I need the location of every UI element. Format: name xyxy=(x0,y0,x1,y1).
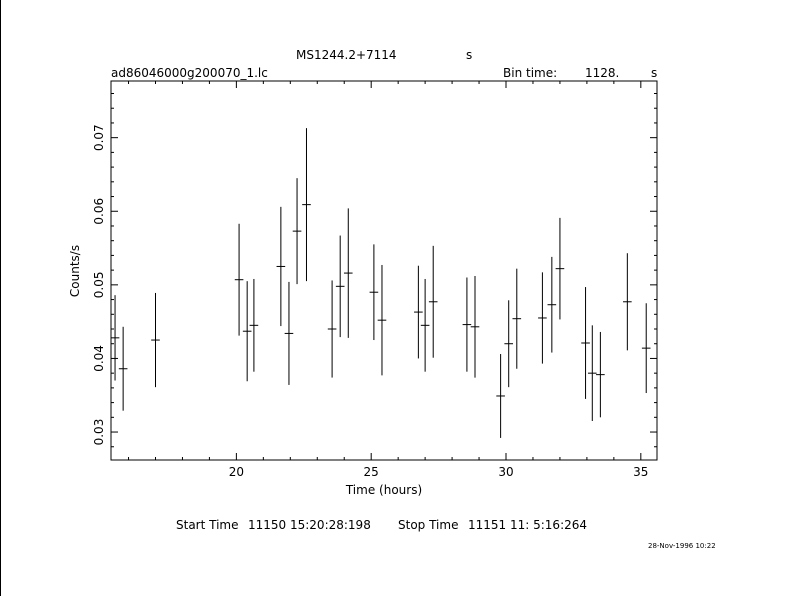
data-point xyxy=(151,292,160,388)
start-time-value: 11150 15:20:28:198 xyxy=(248,518,371,532)
data-point xyxy=(414,265,423,359)
object-suffix: s xyxy=(466,48,472,62)
object-name: MS1244.2+7114 xyxy=(296,48,397,62)
date-stamp: 28-Nov-1996 10:22 xyxy=(648,542,716,550)
data-point xyxy=(581,287,590,399)
data-point xyxy=(555,217,565,320)
data-point xyxy=(276,206,286,327)
x-tick-label: 30 xyxy=(498,465,513,479)
data-point xyxy=(462,277,472,372)
data-point xyxy=(284,281,294,385)
data-point xyxy=(234,223,244,336)
bin-time-value: 1128. xyxy=(585,66,619,80)
data-point xyxy=(343,208,353,338)
plot-frame xyxy=(110,80,658,461)
data-point xyxy=(242,281,252,382)
data-point xyxy=(369,244,379,341)
bin-time-label: Bin time: xyxy=(503,66,557,80)
data-point xyxy=(292,178,302,285)
stop-time-value: 11151 11: 5:16:264 xyxy=(468,518,587,532)
data-point xyxy=(596,331,605,418)
data-point xyxy=(428,245,438,358)
y-tick-label: 0.03 xyxy=(92,419,106,446)
start-time-label: Start Time xyxy=(176,518,239,532)
data-point xyxy=(327,280,337,378)
data-point xyxy=(420,278,430,372)
axis-ticks: 20 25 30 35 0.03 0.04 0.05 0.06 0.07 xyxy=(92,81,657,479)
data-point xyxy=(496,354,505,438)
x-tick-label: 35 xyxy=(633,465,648,479)
data-point xyxy=(641,303,651,394)
y-tick-label: 0.04 xyxy=(92,345,106,372)
data-point xyxy=(538,272,547,364)
file-name: ad86046000g200070_1.lc xyxy=(111,66,268,80)
x-tick-label: 20 xyxy=(229,465,244,479)
data-point xyxy=(547,256,557,353)
page-left-border xyxy=(0,0,1,596)
data-point xyxy=(512,268,522,369)
data-point xyxy=(249,278,259,372)
y-axis-title: Counts/s xyxy=(68,245,82,297)
data-point xyxy=(623,253,632,351)
data-points xyxy=(110,128,651,438)
bin-time-unit: s xyxy=(651,66,657,80)
data-point xyxy=(110,295,120,381)
data-point xyxy=(377,264,387,376)
data-point xyxy=(302,128,311,282)
y-tick-label: 0.06 xyxy=(92,198,106,225)
x-tick-label: 25 xyxy=(364,465,379,479)
data-point xyxy=(504,300,514,388)
data-point xyxy=(118,326,128,411)
data-point xyxy=(470,276,480,378)
stop-time-label: Stop Time xyxy=(398,518,458,532)
data-point xyxy=(587,325,597,421)
y-tick-label: 0.05 xyxy=(92,271,106,298)
x-axis-title: Time (hours) xyxy=(345,483,422,497)
data-point xyxy=(335,235,345,338)
y-tick-label: 0.07 xyxy=(92,124,106,151)
